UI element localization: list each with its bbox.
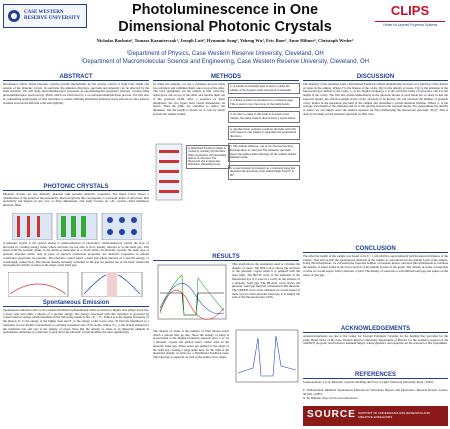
reference: E. Yablonovitch. Inhibited Spontaneous E… (303, 388, 448, 396)
program-text: SUPPORT OF UNDERGRADUATE RESEARCH AND CR… (358, 411, 430, 419)
extruder-figure (155, 143, 183, 201)
section-heading: Spontaneous Emission (3, 300, 149, 307)
results-graph (157, 264, 227, 320)
reference: Joannopoulous J. et al. Photonic Crystal… (303, 380, 434, 384)
footer-banner: SOURCE SUPPORT OF UNDERGRADUATE RESEARCH… (303, 406, 448, 426)
method-step: 3. In order to pump it, the beam is focu… (228, 111, 300, 123)
method-step: 4. Another linear polarizer positions th… (228, 125, 300, 141)
section-heading: ACKNOWLEDGEMENTS (303, 326, 448, 333)
section-heading: RESULTS (153, 254, 299, 261)
photonic-text: Photonic crystals are any dielectric mat… (3, 192, 149, 208)
section-heading: REFERENCES (303, 372, 448, 379)
methods-text: To make the samples, we use a extrusion … (153, 82, 226, 116)
method-step: 1. A tunable wavelength laser is used to… (228, 83, 300, 95)
program-name: SOURCE (307, 409, 356, 420)
section-heading: DISCUSSION (303, 74, 448, 81)
results-text: This graph shows the parameters used to … (232, 262, 300, 300)
results-text: The density of states is the number of f… (153, 329, 229, 359)
section-heading: CONCLUSION (303, 246, 448, 253)
university-name: CASE WESTERN RESERVE UNIVERSITY (24, 10, 81, 21)
section-heading: METHODS (153, 74, 299, 81)
band-diagrams (8, 272, 143, 297)
method-steps: 1. A tunable wavelength laser is used to… (228, 83, 300, 183)
crystal-figure (12, 213, 142, 240)
section-heading: PHOTONIC CRYSTALS (3, 184, 149, 191)
discussion-text: The intensity of the emission from a Dis… (303, 82, 448, 116)
affiliation: ¹Department of Physics, Case Western Res… (126, 51, 324, 57)
method-step: 2. A linear polarizer is mounted on a ro… (228, 97, 300, 109)
spontaneous-text: Spontaneous emission refers to the rando… (3, 308, 149, 335)
dos-graph (235, 329, 299, 383)
method-step: 6. A spectrometer is mounted on a rotati… (228, 164, 300, 180)
figure-caption: A Distributed Feedback sample is created… (186, 145, 230, 169)
partner-logo: CLIPS (390, 3, 430, 18)
reference: N. M. Barbuto, http://www.case.edu/sourc… (303, 396, 360, 400)
logo-block: CASE WESTERN RESERVE UNIVERSITY (3, 4, 87, 28)
affiliation: ²Department of Macromolecular Science an… (81, 59, 369, 65)
section-heading: ABSTRACT (3, 74, 149, 81)
photonic-text: A photonic crystal is the optical analog… (3, 241, 149, 268)
acknowledgements-text: Acknowledgements are due to the Center f… (303, 334, 448, 346)
abstract-text: Interference effects inside photonic cry… (3, 82, 149, 105)
seal-icon (8, 10, 20, 22)
method-step: 5. The sample emission, one of two fluor… (228, 143, 300, 162)
conclusion-text: The effective length of the sample was f… (303, 254, 448, 277)
authors: Nicholas Barbuto¹, Tomasz Kazmierczak¹, … (96, 38, 354, 43)
poster-title: Photoluminescence in One Dimensional Pho… (118, 2, 332, 35)
partner-text: Center for Layered Polymeric Systems (375, 21, 445, 27)
